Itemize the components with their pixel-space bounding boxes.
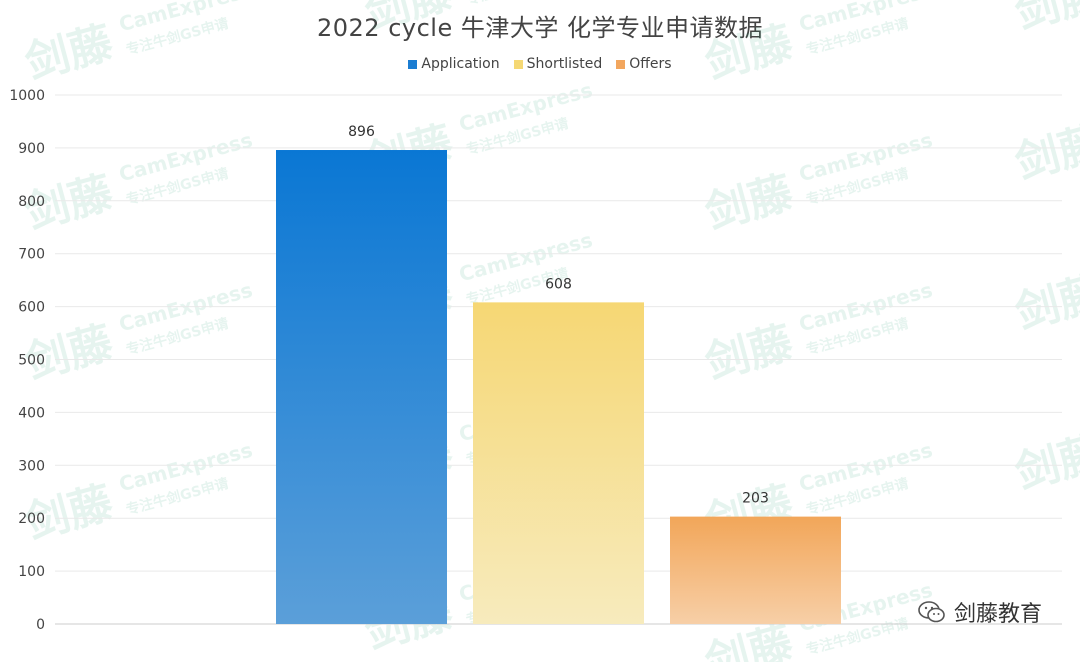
legend-item-shortlisted[interactable]: Shortlisted [513, 56, 603, 72]
y-tick-label: 300 [18, 458, 45, 474]
y-tick-label: 1000 [9, 88, 45, 104]
bars [276, 150, 841, 625]
legend-swatch-application [408, 59, 418, 69]
y-tick-label: 700 [18, 247, 45, 263]
y-tick-label: 400 [18, 405, 45, 421]
legend-item-application[interactable]: Application [408, 56, 500, 72]
y-tick-label: 500 [18, 353, 45, 369]
bar-value-label: 203 [742, 491, 769, 507]
legend-swatch-offers [616, 59, 626, 69]
bar-application[interactable] [276, 150, 447, 625]
legend-label-offers: Offers [629, 56, 672, 72]
legend-label-shortlisted: Shortlisted [526, 56, 603, 72]
y-tick-label: 600 [18, 300, 45, 316]
chart-title: 2022 cycle 牛津大学 化学专业申请数据 [317, 14, 763, 42]
svg-text:专注牛剑GS申请: 专注牛剑GS申请 [464, 0, 570, 9]
svg-text:剑藤: 剑藤 [20, 17, 118, 89]
y-tick-label: 0 [36, 617, 45, 633]
svg-text:剑藤: 剑藤 [1010, 427, 1080, 499]
bar-labels: 896 608 203 [348, 124, 769, 507]
svg-text:剑藤: 剑藤 [1010, 117, 1080, 189]
legend-item-offers[interactable]: Offers [616, 56, 672, 72]
svg-text:剑藤: 剑藤 [360, 0, 458, 39]
y-tick-label: 200 [18, 511, 45, 527]
svg-text:剑藤: 剑藤 [700, 17, 798, 89]
bar-offers[interactable] [670, 516, 841, 624]
svg-text:剑藤: 剑藤 [700, 317, 798, 389]
y-tick-label: 100 [18, 564, 45, 580]
chart-legend: Application Shortlisted Offers [0, 56, 1080, 72]
y-tick-label: 800 [18, 194, 45, 210]
legend-label-application: Application [421, 56, 500, 72]
y-axis: 0 100 200 300 400 500 600 700 800 900 1000 [9, 88, 45, 633]
bar-value-label: 608 [545, 276, 572, 292]
svg-text:剑藤: 剑藤 [1010, 267, 1080, 339]
bar-value-label: 896 [348, 124, 375, 140]
wechat-icon [918, 601, 945, 623]
brand-text: 剑藤教育 [953, 602, 1042, 627]
y-tick-label: 900 [18, 141, 45, 157]
bar-shortlisted[interactable] [473, 302, 644, 624]
svg-text:剑藤: 剑藤 [1010, 0, 1080, 39]
svg-text:剑藤: 剑藤 [700, 167, 798, 239]
brand-mark: 剑藤教育 [918, 596, 1042, 628]
legend-swatch-shortlisted [513, 59, 523, 69]
